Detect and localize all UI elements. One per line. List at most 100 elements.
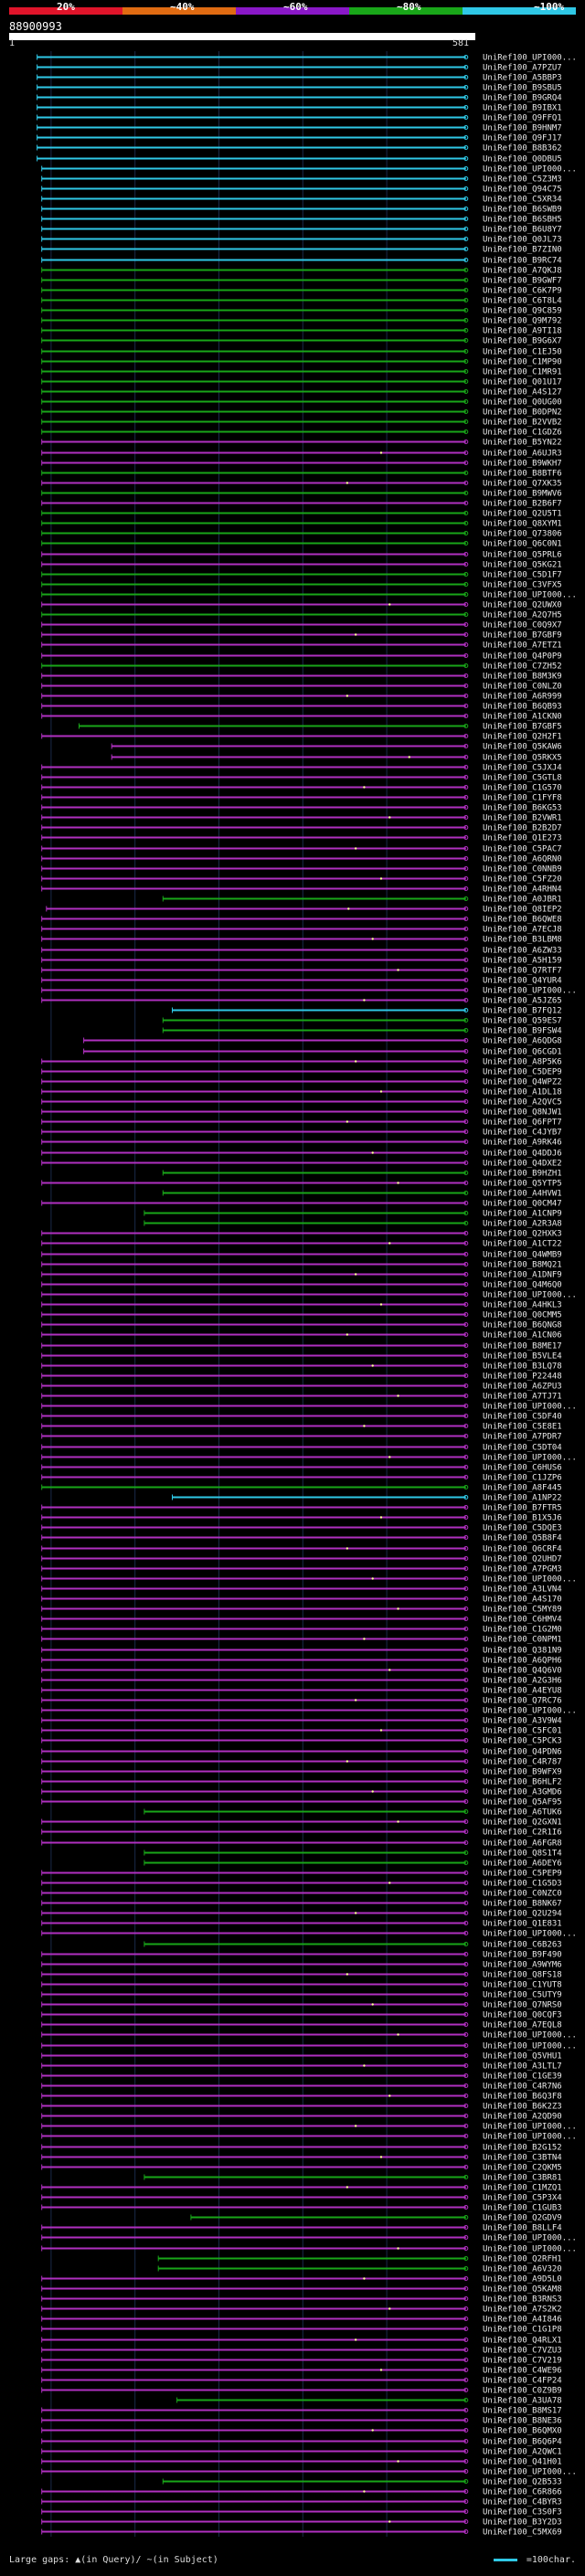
hit-label[interactable]: UniRef100_C2R1I6 <box>483 1829 562 1838</box>
hit-label[interactable]: UniRef100_A4I846 <box>483 2316 562 2325</box>
hit-label[interactable]: UniRef100_UPI000... <box>483 1454 577 1463</box>
hit-label[interactable]: UniRef100_C5MX69 <box>483 2528 562 2538</box>
hit-label[interactable]: UniRef100_B7GBF5 <box>483 723 562 732</box>
hit-label[interactable]: UniRef100_Q7RC76 <box>483 1697 562 1706</box>
hit-label[interactable]: UniRef100_B0DPN2 <box>483 408 562 418</box>
hit-label[interactable]: UniRef100_C1JZP6 <box>483 1474 562 1483</box>
hit-label[interactable]: UniRef100_Q0JL73 <box>483 236 562 245</box>
hit-label[interactable]: UniRef100_A1NP22 <box>483 1494 562 1503</box>
hit-label[interactable]: UniRef100_A6QRN0 <box>483 855 562 864</box>
hit-label[interactable]: UniRef100_C6K7P9 <box>483 287 562 296</box>
hit-label[interactable]: UniRef100_C7ZH52 <box>483 663 562 672</box>
hit-label[interactable]: UniRef100_Q41H01 <box>483 2458 562 2467</box>
hit-label[interactable]: UniRef100_C3VFX5 <box>483 581 562 590</box>
hit-label[interactable]: UniRef100_A6FGR8 <box>483 1839 562 1849</box>
hit-label[interactable]: UniRef100_C3S0F3 <box>483 2508 562 2518</box>
hit-label[interactable]: UniRef100_B9F490 <box>483 1951 562 1960</box>
hit-label[interactable]: UniRef100_C7VZU3 <box>483 2347 562 2356</box>
hit-label[interactable]: UniRef100_UPI000... <box>483 2234 577 2243</box>
hit-label[interactable]: UniRef100_C5PAC7 <box>483 845 562 854</box>
hit-label[interactable]: UniRef100_Q7XK35 <box>483 480 562 489</box>
hit-label[interactable]: UniRef100_Q73806 <box>483 530 562 539</box>
hit-label[interactable]: UniRef100_C5DF40 <box>483 1413 562 1422</box>
hit-label[interactable]: UniRef100_C4BYR3 <box>483 2498 562 2507</box>
hit-label[interactable]: UniRef100_B6K2Z3 <box>483 2103 562 2112</box>
hit-label[interactable]: UniRef100_C1EJ50 <box>483 348 562 357</box>
hit-label[interactable]: UniRef100_Q6CGD1 <box>483 1048 562 1057</box>
hit-label[interactable]: UniRef100_B2B2D7 <box>483 824 562 833</box>
hit-label[interactable]: UniRef100_B3RNS3 <box>483 2295 562 2305</box>
hit-label[interactable]: UniRef100_Q2B533 <box>483 2478 562 2487</box>
hit-label[interactable]: UniRef100_UPI000... <box>483 54 577 63</box>
hit-label[interactable]: UniRef100_Q8FS18 <box>483 1971 562 1980</box>
hit-label[interactable]: UniRef100_Q381N9 <box>483 1647 562 1656</box>
hit-label[interactable]: UniRef100_A5JZ65 <box>483 997 562 1006</box>
hit-label[interactable]: UniRef100_B9G6X7 <box>483 337 562 346</box>
hit-label[interactable]: UniRef100_C2QKM5 <box>483 2164 562 2173</box>
hit-label[interactable]: UniRef100_UPI000... <box>483 1930 577 1939</box>
hit-label[interactable]: UniRef100_B9WKH7 <box>483 460 562 469</box>
hit-label[interactable]: UniRef100_Q2HXK3 <box>483 1230 562 1239</box>
hit-label[interactable]: UniRef100_Q5AF95 <box>483 1798 562 1807</box>
hit-label[interactable]: UniRef100_B2VVB2 <box>483 419 562 428</box>
hit-label[interactable]: UniRef100_A7EQL8 <box>483 2021 562 2030</box>
hit-label[interactable]: UniRef100_B6SWB9 <box>483 206 562 215</box>
hit-label[interactable]: UniRef100_A3LVN4 <box>483 1585 562 1595</box>
hit-label[interactable]: UniRef100_B8LLF4 <box>483 2224 562 2233</box>
hit-label[interactable]: UniRef100_B5VLE4 <box>483 1352 562 1362</box>
hit-label[interactable]: UniRef100_Q8XYM1 <box>483 520 562 529</box>
hit-label[interactable]: UniRef100_C1MZQ1 <box>483 2184 562 2193</box>
hit-label[interactable]: UniRef100_A6V320 <box>483 2265 562 2274</box>
hit-label[interactable]: UniRef100_B2B6F7 <box>483 500 562 509</box>
hit-label[interactable]: UniRef100_A3LTL7 <box>483 2062 562 2072</box>
hit-label[interactable]: UniRef100_A4S170 <box>483 1595 562 1605</box>
hit-label[interactable]: UniRef100_A4HVW1 <box>483 1190 562 1199</box>
hit-label[interactable]: UniRef100_A7PDR7 <box>483 1433 562 1442</box>
hit-label[interactable]: UniRef100_Q2H2F1 <box>483 733 562 742</box>
hit-label[interactable]: UniRef100_Q0CM47 <box>483 1200 562 1209</box>
hit-label[interactable]: UniRef100_C6B263 <box>483 1941 562 1950</box>
hit-label[interactable]: UniRef100_C0NZC0 <box>483 1890 562 1899</box>
hit-label[interactable]: UniRef100_C1G1P8 <box>483 2326 562 2335</box>
hit-label[interactable]: UniRef100_A7QKJ8 <box>483 267 562 276</box>
hit-label[interactable]: UniRef100_Q4DXE2 <box>483 1160 562 1169</box>
hit-label[interactable]: UniRef100_C6T8L4 <box>483 297 562 306</box>
hit-label[interactable]: UniRef100_C5Z3M3 <box>483 175 562 185</box>
hit-label[interactable]: UniRef100_B8MQ21 <box>483 1261 562 1270</box>
hit-label[interactable]: UniRef100_A1CT22 <box>483 1240 562 1249</box>
hit-label[interactable]: UniRef100_A3V9W4 <box>483 1717 562 1726</box>
hit-label[interactable]: UniRef100_UPI000... <box>483 1291 577 1300</box>
hit-label[interactable]: UniRef100_Q2UHD7 <box>483 1555 562 1564</box>
hit-label[interactable]: UniRef100_A8F445 <box>483 1484 562 1493</box>
hit-label[interactable]: UniRef100_Q7RTF7 <box>483 967 562 976</box>
hit-label[interactable]: UniRef100_Q5PRL6 <box>483 551 562 560</box>
hit-label[interactable]: UniRef100_B9HZH1 <box>483 1170 562 1179</box>
hit-label[interactable]: UniRef100_B8NE36 <box>483 2417 562 2426</box>
hit-label[interactable]: UniRef100_A7ETZ1 <box>483 641 562 651</box>
hit-label[interactable]: UniRef100_C5FZ20 <box>483 875 562 885</box>
hit-label[interactable]: UniRef100_C4R7N6 <box>483 2083 562 2092</box>
hit-label[interactable]: UniRef100_A7PGM3 <box>483 1565 562 1574</box>
hit-label[interactable]: UniRef100_C3BR81 <box>483 2174 562 2183</box>
hit-label[interactable]: UniRef100_A6TUK6 <box>483 1808 562 1818</box>
hit-label[interactable]: UniRef100_C1GDZ6 <box>483 429 562 438</box>
hit-label[interactable]: UniRef100_C5JXJ4 <box>483 764 562 773</box>
hit-label[interactable]: UniRef100_Q4YUR4 <box>483 977 562 986</box>
hit-label[interactable]: UniRef100_A7PZU7 <box>483 64 562 73</box>
hit-label[interactable]: UniRef100_A1CKN0 <box>483 713 562 722</box>
hit-label[interactable]: UniRef100_B9MWV6 <box>483 490 562 499</box>
hit-label[interactable]: UniRef100_B6KG53 <box>483 804 562 813</box>
hit-label[interactable]: UniRef100_Q4DDJ6 <box>483 1150 562 1159</box>
hit-label[interactable]: UniRef100_Q1E831 <box>483 1920 562 1929</box>
hit-label[interactable]: UniRef100_B9IBX1 <box>483 104 562 113</box>
hit-label[interactable]: UniRef100_B9GWF7 <box>483 277 562 286</box>
hit-label[interactable]: UniRef100_Q5VHU1 <box>483 2052 562 2062</box>
hit-label[interactable]: UniRef100_C5XR34 <box>483 196 562 205</box>
hit-label[interactable]: UniRef100_Q5KAM8 <box>483 2285 562 2295</box>
hit-label[interactable]: UniRef100_B9FSW4 <box>483 1027 562 1036</box>
hit-label[interactable]: UniRef100_B8BTF6 <box>483 470 562 479</box>
hit-label[interactable]: UniRef100_A3UA78 <box>483 2397 562 2406</box>
hit-label[interactable]: UniRef100_Q6C0N1 <box>483 540 562 549</box>
hit-label[interactable]: UniRef100_B7GBF9 <box>483 631 562 641</box>
hit-label[interactable]: UniRef100_Q6FPT7 <box>483 1118 562 1128</box>
